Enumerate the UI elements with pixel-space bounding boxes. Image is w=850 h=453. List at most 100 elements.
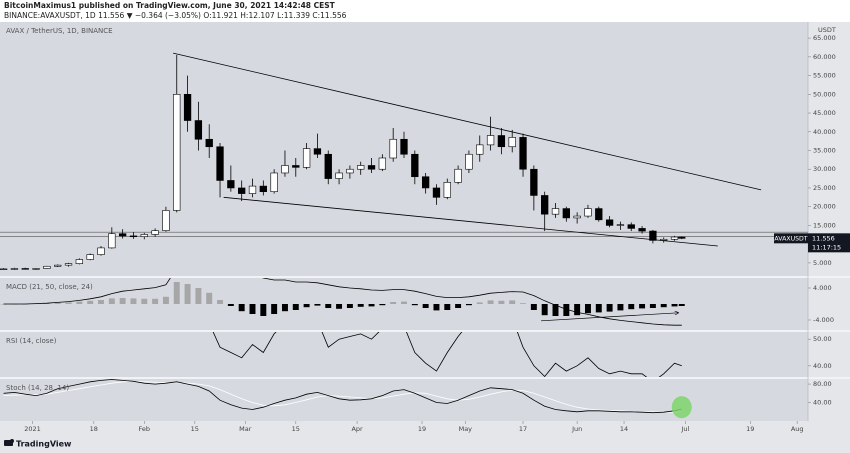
macd-histogram-bar (227, 304, 234, 306)
indicator-line (3, 379, 682, 414)
candle-body (573, 215, 581, 219)
candle-body (497, 135, 506, 148)
macd-histogram-bar (433, 304, 440, 311)
candle-body (562, 208, 570, 219)
candle-body (86, 254, 94, 260)
price-axis-background (808, 22, 850, 421)
candle-body (0, 268, 8, 270)
macd-histogram-bar (271, 304, 278, 314)
macd-histogram-bar (217, 300, 224, 304)
candle-body (10, 268, 19, 270)
macd-histogram-bar (660, 304, 667, 308)
candle-body (140, 234, 148, 237)
macd-histogram-bar (249, 304, 256, 314)
candle-body (519, 137, 527, 170)
macd-histogram-bar (401, 301, 407, 304)
x-tick-label: Jul (680, 425, 689, 433)
x-tick-label: Feb (139, 425, 151, 433)
candle-body (313, 148, 322, 155)
macd-histogram-bar (130, 298, 137, 304)
candle-body (302, 148, 311, 168)
macd-histogram-bar (292, 304, 299, 310)
macd-histogram-bar (498, 300, 505, 304)
y-tick-label: 45.000 (813, 109, 836, 117)
candle-body (378, 157, 387, 170)
macd-histogram-bar (141, 298, 148, 304)
last-price-symbol: AVAXUSDT (774, 235, 807, 242)
candle-body (54, 264, 62, 267)
x-tick-label: May (459, 425, 473, 433)
candle-body (660, 238, 668, 241)
candle-body (476, 144, 484, 155)
trendline (223, 196, 718, 247)
macd-histogram-bar (487, 300, 494, 304)
x-tick-label: 19 (418, 425, 426, 433)
candle-body (129, 235, 138, 238)
macd-histogram-bar (303, 304, 310, 308)
candle-body (389, 138, 397, 159)
candle-body (638, 228, 646, 232)
macd-histogram-bar (152, 298, 159, 304)
candle-body (21, 268, 29, 270)
y-tick-label: 40.00 (813, 362, 832, 370)
x-tick-label: 17 (519, 425, 527, 433)
y-unit: USDT (818, 26, 836, 34)
y-tick-label: 80.00 (813, 380, 832, 388)
macd-histogram-bar (563, 304, 570, 316)
candle-body (400, 138, 408, 155)
candle-body (670, 236, 679, 240)
candle-body (443, 182, 451, 198)
panel (3, 379, 682, 414)
indicator-line (3, 380, 682, 413)
macd-histogram-bar (541, 304, 548, 316)
y-tick-label: 30.000 (813, 165, 836, 173)
candle-body (584, 208, 592, 217)
macd-histogram-bar (411, 304, 418, 306)
candle-body (108, 233, 116, 249)
tradingview-logo (4, 439, 14, 446)
macd-histogram-bar (162, 296, 169, 304)
macd-histogram-bar (465, 304, 472, 306)
panel (0, 278, 685, 326)
candle-body (367, 165, 376, 170)
macd-histogram-bar (184, 284, 191, 304)
last-price-box (808, 233, 850, 253)
x-tick-label: 14 (620, 425, 628, 433)
macd-histogram-bar (617, 304, 624, 311)
macd-histogram-bar (455, 304, 462, 308)
candle-body (421, 176, 430, 189)
publisher-line: BitcoinMaximus1 published on TradingView… (4, 1, 336, 10)
macd-histogram-bar (346, 304, 353, 308)
macd-histogram-bar (65, 302, 72, 304)
x-tick-label: Jun (571, 425, 582, 433)
macd-histogram-bar (325, 304, 332, 308)
candle-body (194, 120, 203, 140)
candle-body (508, 137, 516, 148)
macd-histogram-bar (260, 304, 267, 316)
y-tick-label: 40.000 (813, 128, 836, 136)
y-tick-label: 65.000 (813, 34, 836, 42)
macd-histogram-bar (368, 304, 375, 307)
y-tick-label: 4.000 (813, 284, 832, 292)
y-tick-label: 55.000 (813, 72, 836, 80)
candle-body (605, 219, 614, 226)
candle-body (292, 165, 300, 168)
candle-body (627, 224, 635, 229)
candle-body (118, 233, 127, 237)
macd-histogram-bar (390, 302, 397, 304)
macd-histogram-bar (530, 304, 537, 310)
candle-body (551, 208, 560, 215)
quote-line: BINANCE:AVAXUSDT, 1D 11.556 ▼ −0.364 (−3… (4, 11, 347, 20)
candle-body (335, 172, 343, 179)
panel (212, 332, 682, 377)
macd-histogram-bar (520, 303, 527, 304)
x-tick-label: Mar (239, 425, 252, 433)
candle-body (43, 265, 51, 269)
y-tick-label: 60.000 (813, 53, 836, 61)
candle-body (173, 94, 181, 211)
macd-histogram-bar (444, 304, 451, 310)
macd-histogram-bar (509, 300, 516, 304)
candle-body (162, 210, 170, 231)
macd-histogram-bar (76, 301, 83, 304)
panel-title: MACD (21, 50, close, 24) (6, 283, 93, 291)
